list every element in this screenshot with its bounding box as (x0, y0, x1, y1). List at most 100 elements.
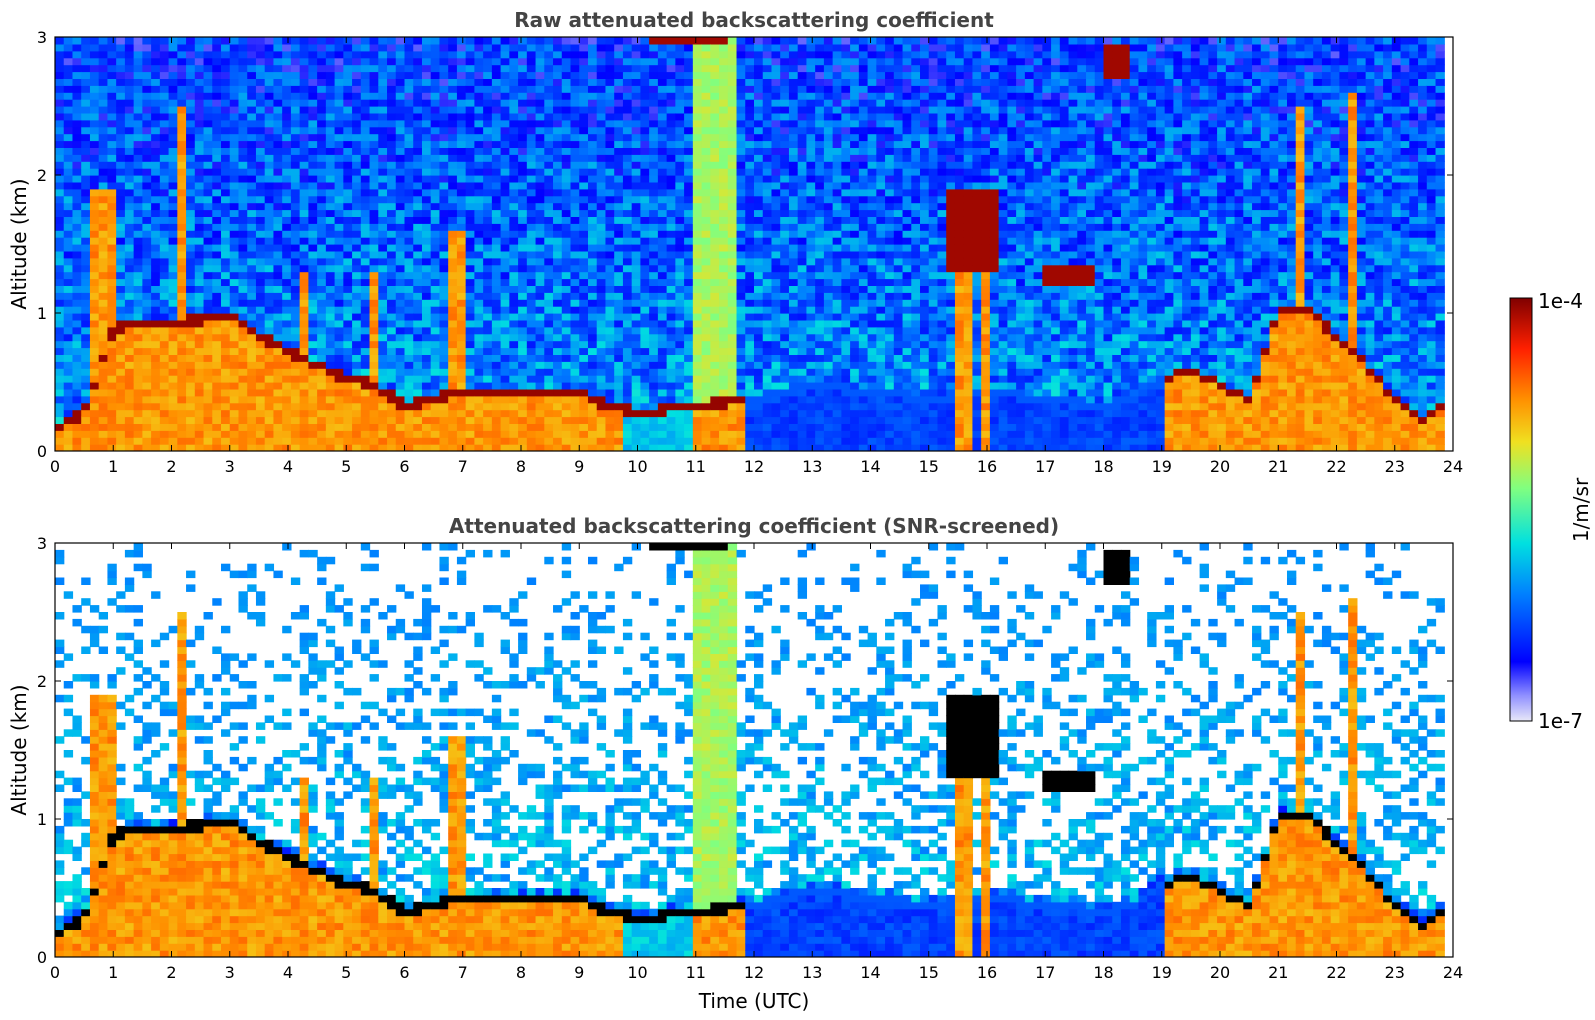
heatmap-cell (605, 154, 615, 162)
heatmap-cell (448, 92, 458, 100)
heatmap-cell (159, 50, 170, 59)
heatmap-cell (107, 416, 117, 424)
heatmap-cell (762, 375, 773, 383)
heatmap-cell (203, 375, 213, 383)
heatmap-cell (762, 119, 773, 128)
heatmap-cell (631, 368, 642, 376)
heatmap-cell (63, 140, 74, 148)
heatmap-cell (684, 78, 694, 86)
heatmap-cell (107, 409, 117, 418)
heatmap-cell (325, 64, 336, 73)
heatmap-cell (439, 112, 449, 121)
heatmap-cell (439, 216, 449, 224)
heatmap-cell (579, 37, 589, 45)
heatmap-cell (159, 257, 170, 266)
heatmap-cell (98, 430, 109, 438)
heatmap-cell (133, 416, 143, 424)
heatmap-cell (395, 257, 406, 266)
heatmap-cell (771, 161, 781, 169)
heatmap-cell (631, 216, 642, 224)
heatmap-cell (282, 409, 292, 418)
heatmap-cell (194, 181, 205, 190)
heatmap-cell (212, 202, 222, 211)
heatmap-cell (404, 133, 414, 142)
heatmap-cell (570, 112, 580, 121)
heatmap-cell (614, 85, 624, 93)
heatmap-cell (107, 71, 117, 79)
heatmap-cell (640, 188, 650, 197)
heatmap-cell (491, 37, 502, 45)
heatmap-cell (273, 50, 283, 59)
heatmap-cell (378, 209, 388, 217)
heatmap-cell (238, 264, 248, 273)
heatmap-cell (465, 237, 475, 245)
heatmap-cell (124, 402, 135, 411)
heatmap-cell (413, 250, 423, 259)
heatmap-cell (133, 326, 143, 335)
heatmap-cell (212, 244, 222, 252)
heatmap-cell (72, 133, 82, 142)
heatmap-cell (745, 99, 755, 107)
heatmap-cell (483, 37, 493, 45)
heatmap-cell (579, 57, 589, 66)
heatmap-cell (133, 119, 143, 128)
heatmap-cell (255, 347, 266, 355)
heatmap-cell (159, 147, 170, 155)
heatmap-cell (474, 313, 484, 321)
heatmap-cell (719, 50, 729, 59)
heatmap-cell (465, 375, 475, 383)
heatmap-cell (378, 285, 388, 293)
heatmap-cell (640, 216, 650, 224)
heatmap-cell (116, 437, 126, 445)
heatmap-cell (491, 147, 502, 155)
heatmap-cell (98, 395, 109, 404)
heatmap-cell (579, 299, 589, 307)
heatmap-cell (352, 292, 362, 300)
heatmap-cell (640, 423, 650, 431)
heatmap-cell (649, 230, 659, 238)
heatmap-cell (596, 43, 607, 52)
heatmap-cell (98, 99, 109, 107)
heatmap-cell (63, 50, 74, 59)
heatmap-cell (561, 257, 572, 266)
heatmap-cell (474, 37, 484, 45)
heatmap-cell (605, 423, 615, 431)
heatmap-cell (133, 99, 143, 107)
heatmap-cell (649, 71, 659, 79)
heatmap-cell (343, 209, 353, 217)
heatmap-cell (754, 306, 764, 314)
heatmap-cell (561, 168, 572, 176)
heatmap-cell (352, 402, 362, 411)
heatmap-cell (89, 37, 100, 45)
heatmap-cell (133, 430, 143, 438)
heatmap-cell (631, 395, 642, 404)
heatmap-cell (221, 50, 231, 59)
heatmap-cell (290, 257, 301, 266)
heatmap-cell (124, 409, 135, 418)
heatmap-cell (63, 78, 74, 86)
heatmap-cell (334, 430, 344, 438)
heatmap-cell (719, 37, 729, 45)
heatmap-cell (194, 285, 205, 293)
heatmap-cell (168, 106, 178, 114)
heatmap-cell (282, 195, 292, 204)
heatmap-cell (518, 340, 528, 349)
heatmap-cell (116, 244, 126, 252)
heatmap-cell (430, 140, 441, 148)
heatmap-cell (334, 188, 344, 197)
heatmap-cell (553, 292, 563, 300)
heatmap-cell (413, 85, 423, 93)
heatmap-cell (352, 64, 362, 73)
heatmap-cell (509, 119, 519, 128)
heatmap-cell (649, 99, 659, 107)
heatmap-cell (614, 299, 624, 307)
heatmap-cell (553, 85, 563, 93)
heatmap-cell (159, 250, 170, 259)
heatmap-cell (387, 230, 397, 238)
heatmap-cell (727, 78, 738, 86)
heatmap-cell (762, 168, 773, 176)
heatmap-cell (544, 388, 554, 397)
heatmap-cell (343, 85, 353, 93)
heatmap-cell (395, 230, 406, 238)
heatmap-cell (762, 319, 773, 328)
